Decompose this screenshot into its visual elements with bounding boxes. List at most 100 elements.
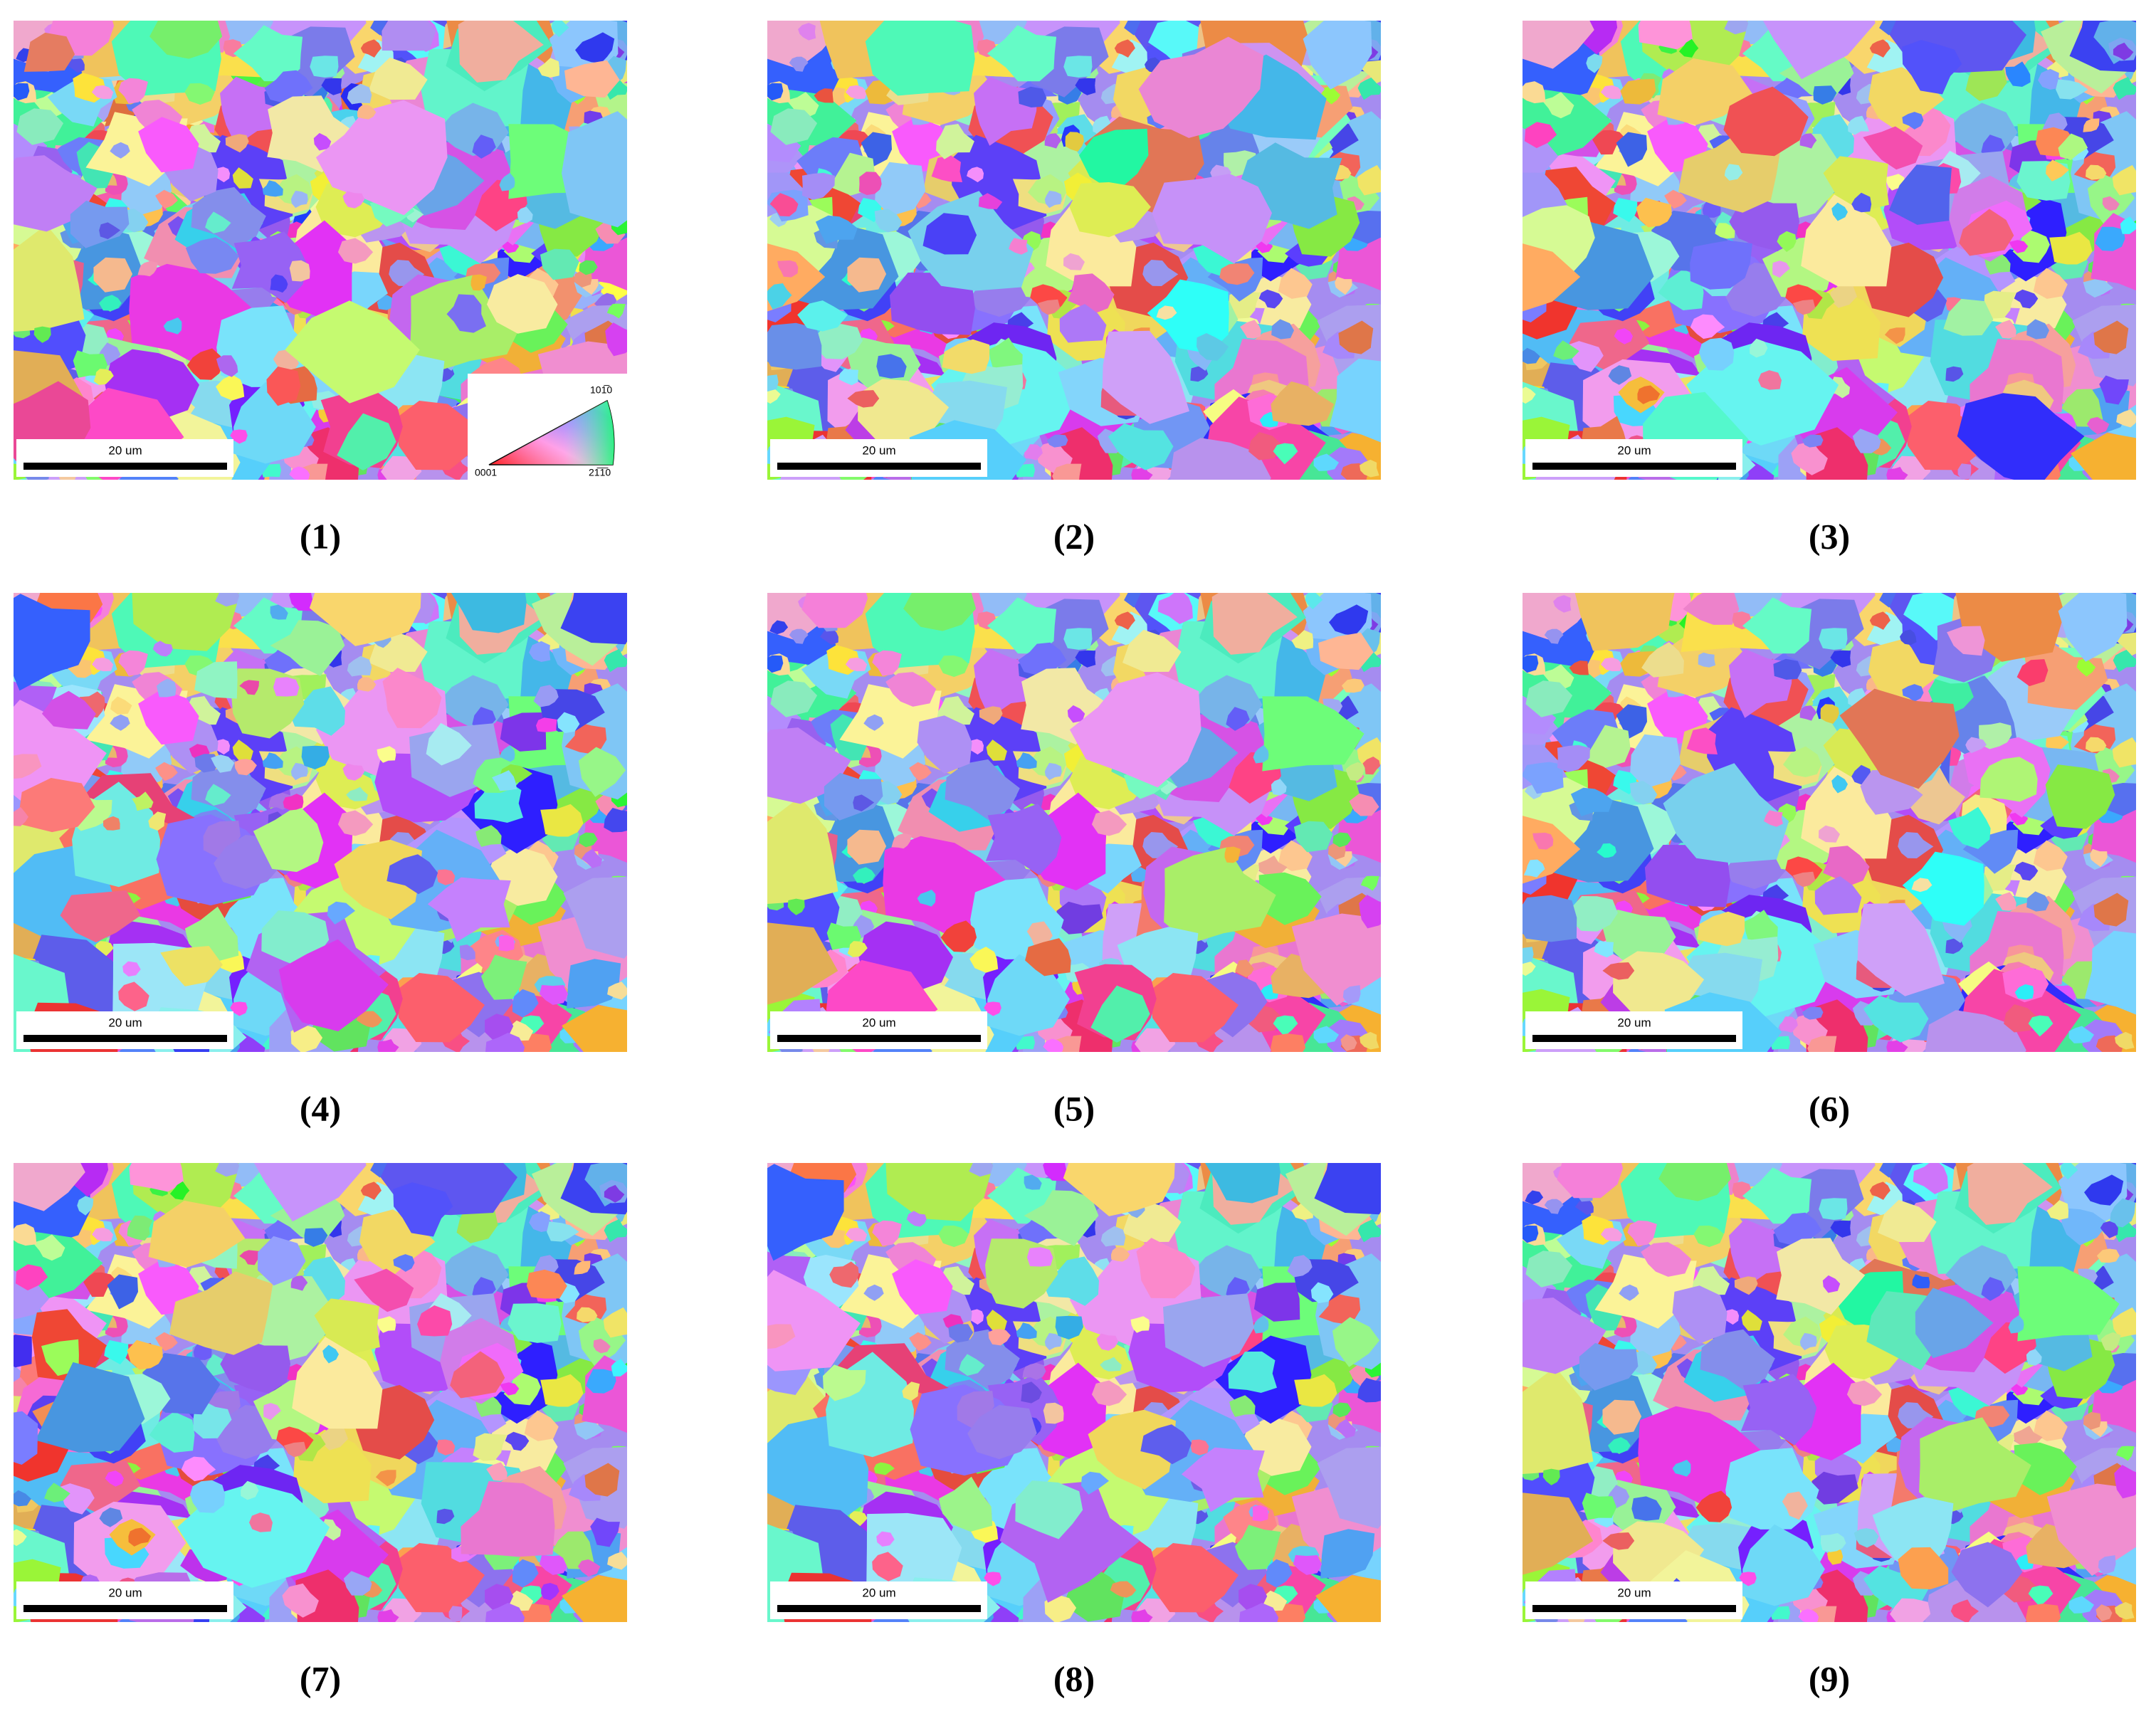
grain <box>801 172 835 200</box>
grain <box>2009 240 2029 253</box>
grain <box>875 162 926 216</box>
grain <box>562 111 627 228</box>
grain <box>1219 263 1255 285</box>
grain <box>191 186 266 248</box>
grain <box>99 222 121 239</box>
grain <box>1608 365 1632 385</box>
grain <box>2056 79 2088 100</box>
grain <box>1190 366 1209 382</box>
grain <box>334 839 422 920</box>
grain <box>560 593 627 645</box>
grain <box>815 324 863 359</box>
grain <box>1523 81 1546 104</box>
grain <box>1046 434 1068 448</box>
grain <box>1065 132 1084 152</box>
grain <box>1772 260 1790 278</box>
scale-bar <box>1532 463 1736 470</box>
grain <box>1664 189 1687 209</box>
grain <box>102 816 120 831</box>
grain <box>93 369 114 385</box>
grain <box>1723 86 1809 157</box>
grain <box>1024 444 1043 460</box>
grain <box>138 117 199 173</box>
grain <box>1943 298 1994 336</box>
grain <box>289 593 312 611</box>
grain <box>1271 319 1294 339</box>
grain <box>14 594 90 691</box>
grain <box>1059 304 1107 343</box>
grain <box>767 374 779 392</box>
grain <box>239 680 259 695</box>
grain <box>922 213 977 255</box>
grain <box>185 237 239 274</box>
grain <box>149 21 223 59</box>
grain <box>1338 320 1374 354</box>
grain <box>1902 40 1962 95</box>
grain <box>132 593 239 651</box>
grain <box>581 848 603 868</box>
grain <box>129 263 256 372</box>
grain <box>395 973 485 1043</box>
grain <box>1690 240 1752 290</box>
grain <box>2071 433 2136 480</box>
grain <box>270 274 288 293</box>
grain <box>262 752 283 769</box>
grain <box>536 717 557 732</box>
grain <box>205 784 231 806</box>
grain <box>290 1023 323 1052</box>
panel-label: (2) <box>1053 516 1095 556</box>
grain <box>1750 338 1768 358</box>
grain <box>1240 320 1261 339</box>
grain <box>225 134 249 153</box>
grain <box>1637 385 1661 404</box>
grain <box>1613 198 1638 223</box>
grain <box>290 190 308 209</box>
grain <box>205 211 231 233</box>
grain <box>1075 78 1096 95</box>
grain <box>1792 299 1816 315</box>
grain <box>1108 423 1174 470</box>
grain <box>357 677 377 692</box>
grain <box>2033 268 2068 299</box>
grain <box>194 661 238 699</box>
grain <box>562 1005 627 1052</box>
grain <box>1523 21 1594 69</box>
ebsd-map <box>767 593 1381 1052</box>
grain <box>313 132 332 151</box>
grain <box>606 303 626 319</box>
grain <box>1079 128 1149 194</box>
grain <box>1724 21 1749 35</box>
grain <box>289 260 310 282</box>
grain <box>967 167 984 183</box>
grain <box>605 322 627 357</box>
grain <box>529 641 551 662</box>
grain <box>1303 21 1372 90</box>
grain <box>99 295 122 311</box>
grain <box>91 85 114 100</box>
grain <box>436 869 456 885</box>
grain <box>1063 56 1093 78</box>
grain <box>132 791 154 811</box>
grain <box>347 83 372 105</box>
grain <box>500 712 547 752</box>
grain <box>346 786 368 801</box>
grain <box>797 300 848 332</box>
grain <box>865 21 975 96</box>
grain <box>814 88 834 103</box>
grain <box>1523 243 1581 312</box>
grain <box>2014 289 2039 309</box>
grain <box>2113 76 2136 100</box>
grain <box>215 593 240 607</box>
grain <box>234 759 257 776</box>
grain <box>607 981 627 1000</box>
grain <box>2086 164 2107 180</box>
grain <box>1169 438 1271 480</box>
grain <box>499 172 515 191</box>
grain <box>232 167 253 189</box>
grain <box>1886 467 1908 480</box>
grain <box>70 200 130 248</box>
grain <box>1044 190 1062 209</box>
grain <box>270 604 288 620</box>
grain <box>845 85 868 100</box>
grain <box>231 231 308 303</box>
